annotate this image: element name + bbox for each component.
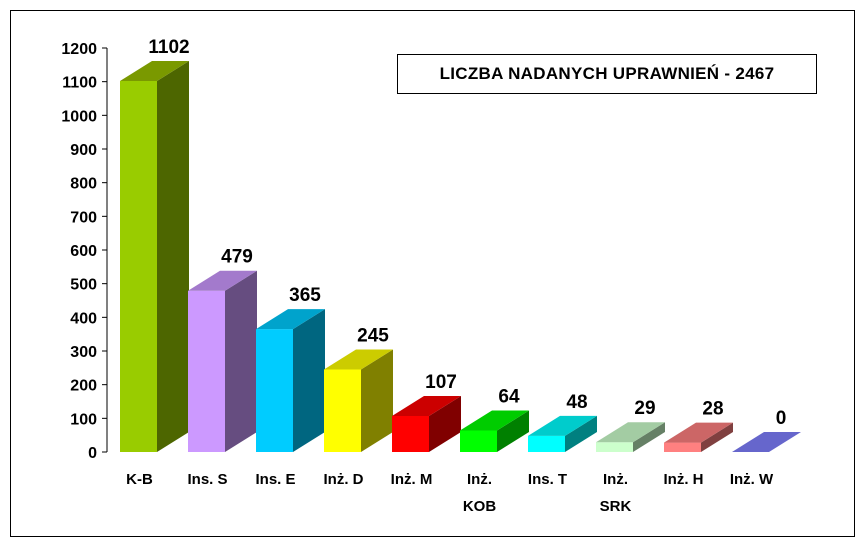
y-tick-label: 0 bbox=[88, 445, 97, 462]
y-tick-label: 600 bbox=[70, 243, 97, 260]
chart-title: LICZBA NADANYCH UPRAWNIEŃ - 2467 bbox=[397, 54, 817, 94]
y-tick-label: 1200 bbox=[61, 41, 97, 58]
bar-value-label: 107 bbox=[425, 372, 457, 393]
bar-side bbox=[497, 410, 529, 452]
bar-top bbox=[392, 395, 461, 416]
bar-front bbox=[596, 442, 633, 452]
bar-top bbox=[664, 422, 733, 443]
bar-side bbox=[157, 60, 189, 452]
y-tick-label: 400 bbox=[70, 310, 97, 327]
bar-side bbox=[293, 309, 325, 452]
bar bbox=[256, 309, 325, 452]
category-label: SRK bbox=[600, 498, 632, 515]
bar-value-label: 0 bbox=[776, 408, 787, 429]
bar-value-label: 245 bbox=[357, 326, 389, 347]
bar-top bbox=[596, 422, 665, 443]
category-label: Inż. H bbox=[664, 471, 704, 488]
y-tick-label: 300 bbox=[70, 344, 97, 361]
y-tick-label: 900 bbox=[70, 142, 97, 159]
bar-top bbox=[732, 432, 801, 452]
bar-side bbox=[429, 395, 461, 452]
category-label: Inż. D bbox=[324, 471, 364, 488]
y-tick-label: 200 bbox=[70, 378, 97, 395]
bar-side bbox=[701, 422, 733, 452]
bar-value-label: 48 bbox=[566, 392, 587, 413]
bar bbox=[120, 60, 189, 452]
bar-value-label: 64 bbox=[498, 386, 520, 407]
bar bbox=[528, 415, 597, 452]
bar-front bbox=[664, 442, 701, 452]
bar bbox=[460, 410, 529, 452]
bar-top bbox=[120, 60, 189, 81]
category-label: Ins. S bbox=[187, 471, 227, 488]
bar-side bbox=[361, 349, 393, 452]
y-tick-label: 700 bbox=[70, 209, 97, 226]
bar bbox=[664, 422, 733, 452]
chart-frame bbox=[10, 10, 855, 537]
bar bbox=[392, 395, 461, 452]
bar-front bbox=[120, 80, 157, 452]
category-label: Inż. bbox=[467, 471, 492, 488]
y-tick-label: 800 bbox=[70, 176, 97, 193]
bar bbox=[324, 349, 393, 452]
bar-front bbox=[460, 430, 497, 452]
bar-value-label: 365 bbox=[289, 285, 321, 306]
bar-front bbox=[392, 415, 429, 452]
bar-top bbox=[188, 270, 257, 291]
category-label: Ins. T bbox=[528, 471, 567, 488]
category-label: Ins. E bbox=[255, 471, 295, 488]
bar-front bbox=[188, 290, 225, 452]
bar-top bbox=[528, 415, 597, 436]
bar-front bbox=[324, 369, 361, 452]
category-label: Inż. bbox=[603, 471, 628, 488]
bar-value-label: 29 bbox=[634, 398, 655, 419]
category-label: Inż. M bbox=[391, 471, 433, 488]
y-tick-label: 1000 bbox=[61, 108, 97, 125]
bar-front bbox=[528, 435, 565, 452]
bar-top bbox=[324, 349, 393, 370]
bar-value-label: 1102 bbox=[148, 37, 189, 58]
y-tick-label: 100 bbox=[70, 411, 97, 428]
bar-value-label: 479 bbox=[221, 247, 253, 268]
bar-side bbox=[633, 422, 665, 452]
bar-side bbox=[225, 270, 257, 452]
bar-front bbox=[256, 329, 293, 452]
y-tick-label: 500 bbox=[70, 277, 97, 294]
category-label: KOB bbox=[463, 498, 497, 515]
bar bbox=[188, 270, 257, 452]
bar-value-label: 28 bbox=[702, 399, 723, 420]
bar bbox=[596, 422, 665, 452]
bar-side bbox=[565, 415, 597, 452]
category-label: Inż. W bbox=[730, 471, 774, 488]
bar-top bbox=[460, 410, 529, 431]
bar-top bbox=[256, 309, 325, 330]
category-label: K-B bbox=[126, 471, 153, 488]
y-tick-label: 1100 bbox=[62, 75, 97, 92]
bar bbox=[732, 432, 801, 452]
